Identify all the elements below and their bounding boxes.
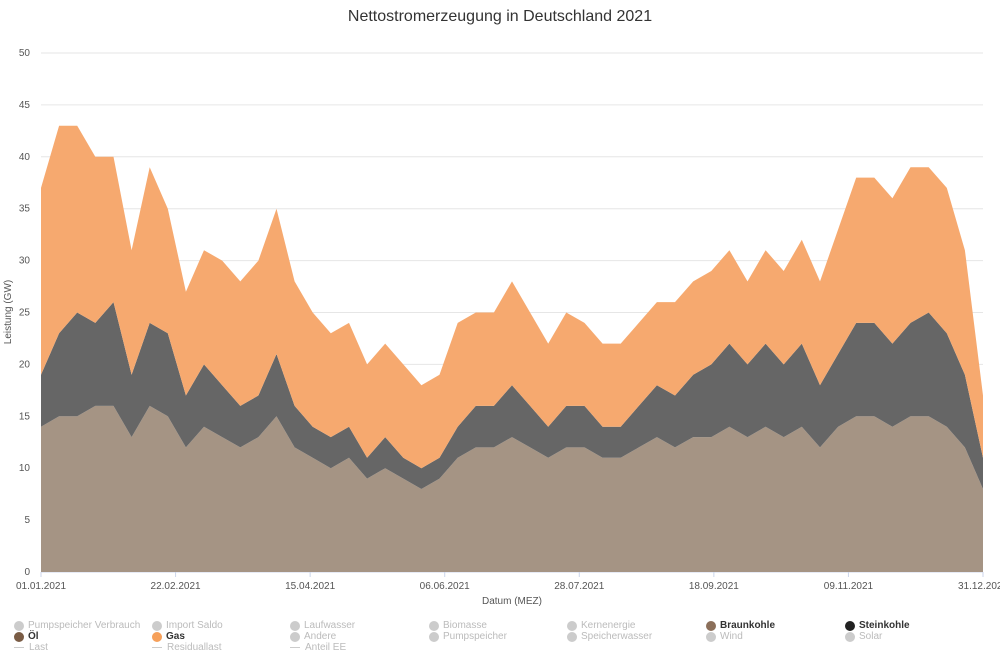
legend-dot-icon [567,620,577,631]
legend-item[interactable]: Biomasse [429,620,487,631]
legend-item[interactable]: Öl [14,631,39,642]
legend-dot-icon [429,620,439,631]
legend-label: Öl [28,631,39,642]
legend-item[interactable]: Solar [845,631,882,642]
y-tick-label: 15 [19,411,31,422]
y-tick-label: 20 [19,359,31,370]
legend-label: Anteil EE [305,642,347,653]
legend-item[interactable]: Wind [706,631,743,642]
stacked-areas [41,125,983,572]
legend-line-icon [152,647,162,648]
legend-label: Last [29,642,48,653]
legend-item[interactable]: Braunkohle [706,620,775,631]
legend-label: Pumpspeicher Verbrauch [28,620,141,631]
legend-label: Solar [859,631,883,642]
legend-item[interactable]: Kernenergie [567,620,635,631]
legend-item[interactable]: Steinkohle [845,620,910,631]
y-tick-label: 35 [19,204,31,215]
legend-label: Andere [304,631,337,642]
legend-label: Gas [166,631,185,642]
x-tick-label: 01.01.2021 [16,581,66,592]
area-series-braunkohle [41,405,983,572]
chart-title: Nettostromerzeugung in Deutschland 2021 [347,8,653,25]
legend-label: Laufwasser [304,620,356,631]
y-tick-label: 50 [19,48,31,59]
area-series-steinkohle [41,302,983,489]
legend-dot-icon [429,631,439,642]
legend-dot-icon [845,620,855,631]
x-tick-label: 28.07.2021 [554,581,604,592]
chart-canvas: 0 5 10 15 20 25 30 35 40 45 50 01.01.2021 22.02.202… [3,48,1000,607]
x-tick-label: 31.12.2021 [958,581,1000,592]
legend-dot-icon [14,620,24,631]
legend-label: Wind [720,631,743,642]
y-tick-label: 25 [19,308,31,319]
legend-dot-icon [706,620,716,631]
legend-item[interactable]: Anteil EE [290,642,346,653]
legend-dot-icon [706,631,716,642]
y-axis-title: Leistung (GW) [3,280,14,344]
y-tick-label: 40 [19,152,31,163]
legend-label: Braunkohle [720,620,776,631]
legend-dot-icon [567,631,577,642]
y-tick-label: 0 [24,567,30,578]
y-axis-ticks: 0 5 10 15 20 25 30 35 40 45 50 [19,48,31,578]
legend-item[interactable]: Pumpspeicher Verbrauch [14,620,140,631]
legend-dot-icon [152,620,162,631]
legend-label: Steinkohle [859,620,910,631]
x-tick-label: 06.06.2021 [420,581,470,592]
legend-dot-icon [845,631,855,642]
area-series-gas [41,125,983,469]
legend-dot-icon [290,631,300,642]
x-tick-label: 15.04.2021 [285,581,335,592]
legend-line-icon [14,647,24,648]
x-tick-label: 09.11.2021 [824,581,874,592]
legend-dot-icon [290,620,300,631]
y-tick-label: 10 [19,463,31,474]
legend-dot-icon [14,631,24,642]
legend-dot-icon [152,631,162,642]
y-tick-label: 5 [24,515,30,526]
x-tick-label: 18.09.2021 [689,581,739,592]
x-axis-ticks: 01.01.2021 22.02.2021 15.04.2021 06.06.2021… [16,572,1000,592]
legend-item[interactable]: Last [14,642,48,653]
legend-line-icon [290,647,300,648]
legend-item[interactable]: Speicherwasser [567,631,652,642]
legend-label: Kernenergie [581,620,636,631]
legend-label: Biomasse [443,620,487,631]
y-tick-label: 30 [19,256,31,267]
legend-item[interactable]: Residuallast [152,642,221,653]
legend-item[interactable]: Pumpspeicher [429,631,507,642]
legend-item[interactable]: Import Saldo [152,620,223,631]
legend-label: Residuallast [167,642,222,653]
legend-label: Speicherwasser [581,631,653,642]
legend-item[interactable]: Laufwasser [290,620,355,631]
x-tick-label: 22.02.2021 [151,581,201,592]
x-axis-title: Datum (MEZ) [482,596,542,607]
legend-label: Pumpspeicher [443,631,507,642]
legend-item[interactable]: Gas [152,631,185,642]
y-tick-label: 45 [19,100,31,111]
legend-item[interactable]: Andere [290,631,336,642]
legend-label: Import Saldo [166,620,223,631]
